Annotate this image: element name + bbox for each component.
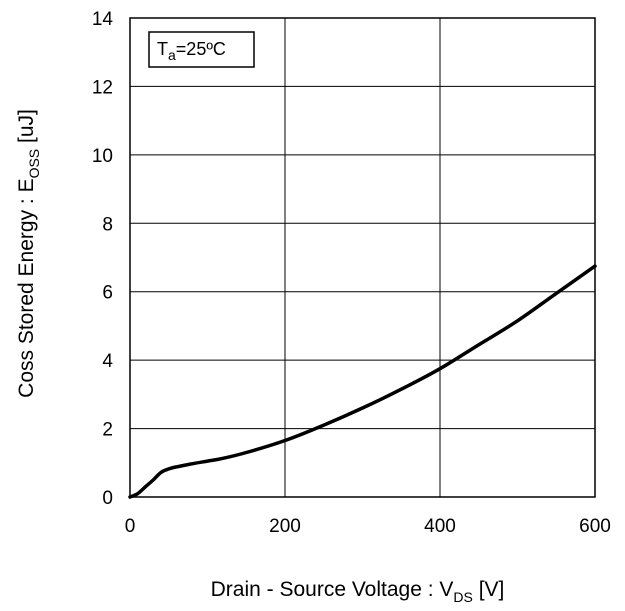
- annotation-main: T: [157, 39, 168, 59]
- grid-lines: [130, 18, 595, 497]
- annotation-frame: [148, 31, 255, 68]
- series-line: [128, 264, 597, 499]
- y-axis-label-sub: OSS: [26, 149, 42, 179]
- y-tick-label: 6: [102, 283, 113, 304]
- annotation-box: Ta=25ºC: [148, 31, 255, 68]
- x-axis-label-main: Drain - Source Voltage : V: [211, 578, 454, 601]
- tick-labels: 0 200 400 600 0 2 4 6 8 10 12 14: [92, 9, 611, 537]
- x-axis-label: Drain - Source Voltage : VDS [V]: [211, 578, 505, 605]
- x-tick-label: 200: [269, 516, 301, 537]
- x-axis-label-sub: DS: [453, 589, 472, 605]
- y-axis-label-tail: [uJ]: [15, 109, 38, 149]
- x-tick-label: 400: [424, 516, 456, 537]
- y-tick-label: 8: [102, 214, 113, 235]
- x-axis-label-tail: [V]: [473, 578, 505, 601]
- y-tick-label: 12: [92, 77, 113, 98]
- y-tick-label: 4: [102, 351, 113, 372]
- plot-frame: [129, 17, 596, 498]
- y-tick-label: 0: [102, 488, 113, 509]
- x-tick-label: 0: [125, 516, 136, 537]
- annotation-text: Ta=25ºC: [157, 39, 226, 63]
- annotation-sub: a: [168, 47, 176, 63]
- y-tick-label: 10: [92, 146, 113, 167]
- y-tick-label: 14: [92, 9, 114, 30]
- series-group: [128, 264, 597, 499]
- x-tick-label: 600: [579, 516, 611, 537]
- annotation-tail: =25ºC: [176, 39, 226, 59]
- y-axis-label: Coss Stored Energy : EOSS [uJ]: [15, 109, 42, 398]
- y-axis-label-main: Coss Stored Energy : E: [15, 178, 38, 397]
- y-tick-label: 2: [102, 420, 113, 441]
